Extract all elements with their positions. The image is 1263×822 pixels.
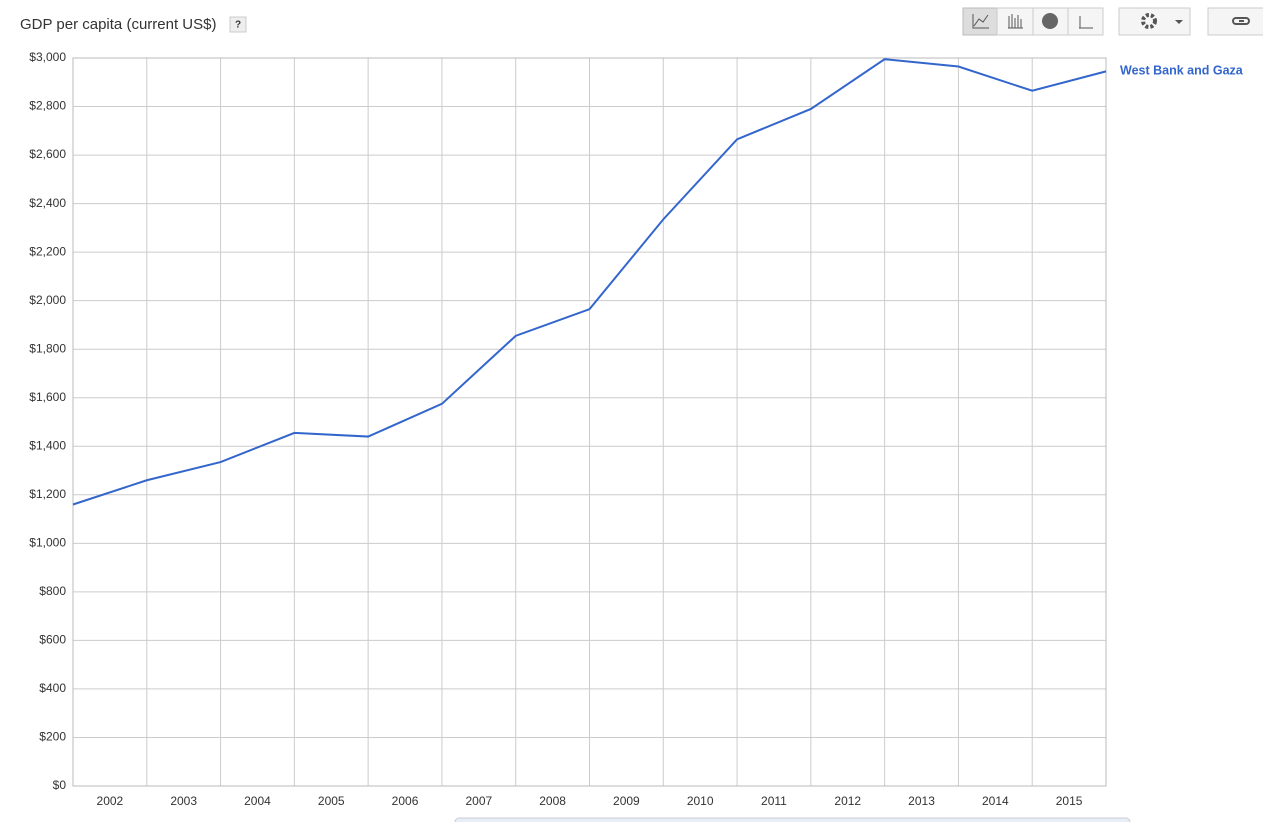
bar-icon [1008, 14, 1023, 29]
series-line [72, 58, 1107, 506]
link-icon [1232, 17, 1250, 25]
y-tick-label: $600 [39, 633, 66, 647]
y-tick-label: $1,200 [29, 487, 66, 501]
y-tick-label: $800 [39, 584, 66, 598]
x-tick-label: 2006 [392, 794, 419, 808]
y-tick-label: $0 [53, 778, 67, 792]
scatter-axis-icon [1079, 16, 1093, 29]
dropdown-icon [1175, 20, 1183, 24]
y-tick-label: $400 [39, 681, 66, 695]
y-tick-label: $1,400 [29, 438, 66, 452]
link-button[interactable] [1207, 7, 1263, 36]
x-tick-label: 2012 [834, 794, 861, 808]
x-tick-label: 2005 [318, 794, 345, 808]
x-tick-label: 2010 [687, 794, 714, 808]
chart-title: GDP per capita (current US$) [20, 16, 216, 33]
help-label[interactable]: ? [235, 20, 241, 31]
y-tick-label: $1,600 [29, 390, 66, 404]
y-tick-label: $2,200 [29, 244, 66, 258]
line-icon [972, 14, 989, 29]
y-tick-label: $1,000 [29, 536, 66, 550]
y-tick-label: $2,800 [29, 99, 66, 113]
x-tick-label: 2009 [613, 794, 640, 808]
y-tick-label: $2,400 [29, 196, 66, 210]
x-tick-label: 2004 [244, 794, 271, 808]
line-chart-button[interactable] [962, 7, 998, 36]
x-tick-label: 2008 [539, 794, 566, 808]
time-slider[interactable] [454, 817, 1131, 822]
x-tick-label: 2003 [170, 794, 197, 808]
plot-border [72, 57, 1107, 787]
toolbar [962, 7, 1263, 36]
y-tick-label: $200 [39, 730, 66, 744]
globe-icon [1042, 13, 1058, 29]
series-label: West Bank and Gaza [1120, 64, 1244, 78]
y-tick-label: $1,800 [29, 341, 66, 355]
x-tick-label: 2015 [1056, 794, 1083, 808]
x-tick-label: 2013 [908, 794, 935, 808]
x-tick-label: 2011 [761, 794, 787, 808]
y-tick-label: $2,000 [29, 293, 66, 307]
help-button[interactable] [229, 16, 247, 33]
scatter-button[interactable] [1067, 7, 1104, 36]
x-tick-label: 2007 [465, 794, 492, 808]
x-tick-label: 2014 [982, 794, 1009, 808]
y-tick-label: $3,000 [29, 50, 66, 64]
x-tick-label: 2002 [97, 794, 124, 808]
gear-icon [1141, 13, 1157, 29]
y-tick-label: $2,600 [29, 147, 66, 161]
